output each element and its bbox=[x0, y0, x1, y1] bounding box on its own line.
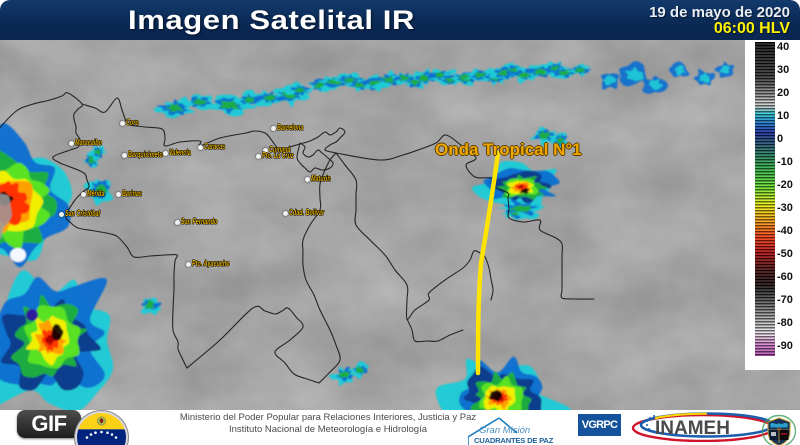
svg-text:INAMEH: INAMEH bbox=[655, 418, 730, 439]
svg-text:CUADRANTES DE PAZ: CUADRANTES DE PAZ bbox=[474, 436, 554, 445]
svg-text:Gran Misión: Gran Misión bbox=[479, 425, 530, 436]
